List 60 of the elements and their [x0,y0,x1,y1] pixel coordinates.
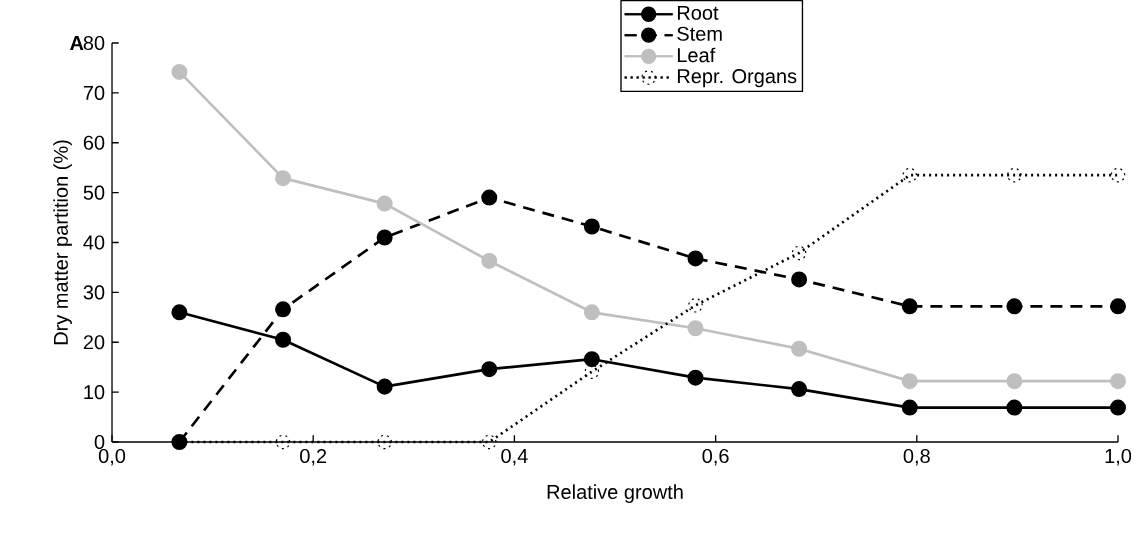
point [275,301,292,318]
point [583,351,600,368]
text: A [70,36,84,50]
y-tick-label: 60 [83,135,105,150]
point [275,170,292,187]
y-axis-title: Dry matter partition (%) [53,140,72,345]
legend-label: Leaf [677,47,716,63]
point [275,331,292,348]
point [481,434,497,450]
point [791,271,808,288]
point [377,434,392,450]
x-tick-label: 0,4 [501,448,528,466]
y-tick-label: 50 [83,185,105,200]
point [584,364,600,379]
point [1109,373,1127,390]
legend-label: Stem [677,26,722,41]
point [791,245,807,261]
legend-label: Root [677,5,719,20]
point [901,298,918,315]
x-tick-label: 0,6 [702,448,729,466]
point [171,63,188,80]
point [687,250,704,267]
point [791,381,808,398]
point [376,195,393,212]
point [791,340,808,357]
point [902,167,918,183]
y-tick-label: 10 [84,385,105,400]
point [688,298,703,313]
point [376,378,393,395]
y-tick-label: 40 [83,235,105,250]
x-tick-label: 1,0 [1105,448,1132,466]
y-tick-label: 70 [83,85,105,100]
point [376,229,393,246]
point [1109,399,1127,416]
point [1006,298,1023,315]
x-axis-title: Relative growth [547,484,683,503]
point [901,399,918,416]
point [687,369,704,386]
y-tick-label: 30 [83,285,105,300]
point [687,320,704,337]
legend-label: Repr. Organs [677,69,797,88]
point [481,361,498,378]
y-tick-label: 80 [83,35,105,51]
point [1109,298,1127,315]
y-tick-label: 0 [94,434,105,450]
x-tick-label: 0,0 [98,448,126,466]
point [1006,399,1023,416]
point [1110,167,1126,183]
point [481,252,498,269]
point [583,304,600,321]
point [901,373,918,390]
point [1007,167,1022,183]
point [481,189,498,206]
x-tick-label: 0,2 [300,448,327,466]
y-tick-label: 20 [83,335,105,350]
x-tick-label: 0,8 [903,448,930,466]
point [171,304,188,321]
point [275,434,291,450]
point [1006,373,1023,390]
point [583,218,600,235]
